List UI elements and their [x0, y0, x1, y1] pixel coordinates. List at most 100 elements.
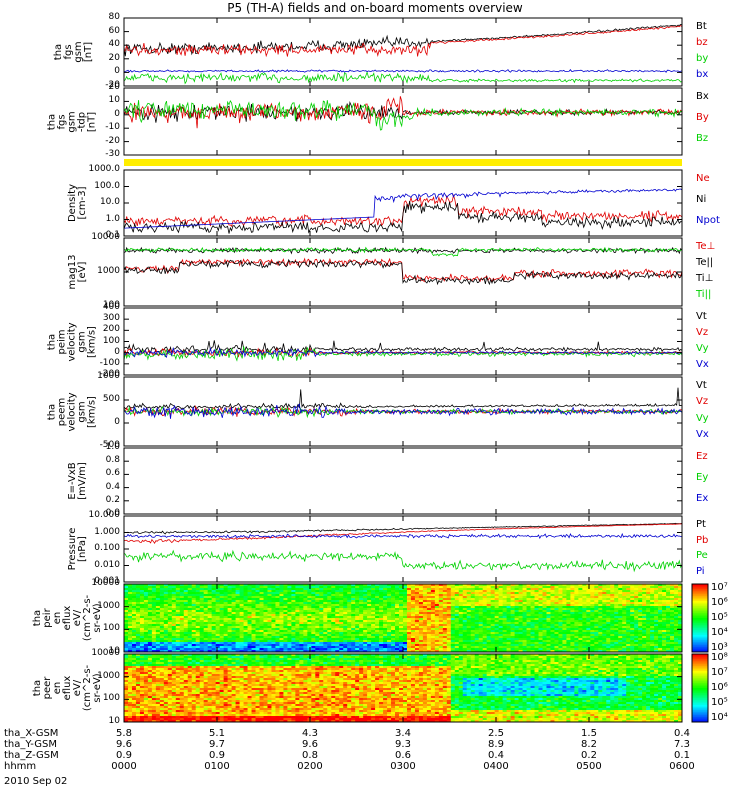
spectrogram-cell	[327, 644, 332, 647]
spectrogram-cell	[279, 600, 284, 603]
spectrogram-cell	[343, 648, 348, 651]
spectrogram-cell	[203, 648, 209, 651]
spectrogram-cell	[251, 606, 257, 609]
spectrogram-cell	[179, 584, 185, 587]
spectrogram-cell	[403, 626, 408, 629]
spectrogram-cell	[351, 600, 356, 603]
spectrogram-cell	[446, 616, 452, 619]
spectrogram-cell	[450, 634, 456, 637]
spectrogram-cell	[470, 590, 476, 593]
spectrogram-cell	[131, 618, 137, 621]
spectrogram-cell	[211, 600, 217, 603]
spectrogram-cell	[151, 610, 157, 613]
spectrogram-cell	[259, 604, 264, 607]
spectrogram-cell	[124, 602, 129, 605]
spectrogram-cell	[247, 622, 253, 625]
spectrogram-cell	[454, 600, 460, 603]
spectrogram-cell	[235, 628, 241, 631]
spectrogram-cell	[287, 640, 292, 643]
spectrogram-cell	[403, 596, 408, 599]
spectrogram-cell	[454, 590, 460, 593]
spectrogram-cell	[219, 634, 225, 637]
spectrogram-cell	[395, 638, 400, 641]
spectrogram-cell	[391, 592, 396, 595]
spectrogram-cell	[251, 608, 257, 611]
spectrogram-cell	[331, 586, 336, 589]
spectrogram-cell	[406, 632, 412, 635]
spectrogram-cell	[151, 628, 157, 631]
spectrogram-cell	[199, 588, 205, 591]
spectrogram-cell	[151, 592, 157, 595]
spectrogram-cell	[267, 640, 272, 643]
spectrogram-cell	[395, 610, 400, 613]
spectrogram-cell	[315, 608, 320, 611]
spectrogram-cell	[375, 600, 380, 603]
spectrogram-cell	[438, 618, 444, 621]
spectrogram-cell	[247, 626, 253, 629]
spectrogram-cell	[387, 630, 392, 633]
spectrogram-cell	[474, 624, 480, 627]
spectrogram-cell	[478, 594, 484, 597]
spectrogram-cell	[199, 626, 205, 629]
spectrogram-cell	[462, 650, 468, 653]
spectrogram-cell	[470, 630, 476, 633]
spectrogram-cell	[319, 604, 324, 607]
spectrogram-cell	[255, 618, 261, 621]
spectrogram-cell	[259, 634, 264, 637]
spectrogram-cell	[315, 596, 320, 599]
spectrogram-cell	[287, 584, 292, 587]
spectrogram-cell	[203, 636, 209, 639]
spectrogram-cell	[438, 646, 444, 649]
spectrogram-cell	[351, 588, 356, 591]
spectrogram-cell	[383, 606, 388, 609]
spectrogram-cell	[422, 594, 428, 597]
spectrogram-cell	[163, 594, 169, 597]
spectrogram-cell	[271, 624, 276, 627]
spectrogram-cell	[139, 650, 145, 653]
spectrogram-cell	[387, 640, 392, 643]
spectrogram-cell	[283, 612, 288, 615]
spectrogram-cell	[195, 650, 201, 653]
spectrogram-cell	[391, 648, 396, 651]
spectrogram-cell	[291, 636, 296, 639]
spectrogram-cell	[323, 642, 328, 645]
spectrogram-cell	[311, 604, 316, 607]
spectrogram-cell	[343, 602, 348, 605]
spectrogram-cell	[187, 626, 193, 629]
spectrogram-cell	[271, 640, 276, 643]
spectrogram-cell	[191, 616, 197, 619]
spectrogram-cell	[323, 634, 328, 637]
spectrogram-cell	[247, 586, 253, 589]
spectrogram-cell	[239, 614, 245, 617]
spectrogram-cell	[422, 584, 428, 587]
spectrogram-cell	[446, 624, 452, 627]
spectrogram-cell	[359, 648, 364, 651]
spectrogram-cell	[371, 626, 376, 629]
spectrogram-cell	[331, 642, 336, 645]
spectrogram-cell	[267, 586, 272, 589]
spectrogram-cell	[315, 646, 320, 649]
spectrogram-cell	[187, 634, 193, 637]
spectrogram-cell	[239, 638, 245, 641]
spectrogram-cell	[478, 586, 484, 589]
spectrogram-cell	[183, 640, 189, 643]
spectrogram-cell	[247, 638, 253, 641]
spectrogram-cell	[430, 646, 436, 649]
spectrogram-cell	[466, 622, 472, 625]
spectrogram-cell	[191, 596, 197, 599]
spectrogram-cell	[171, 618, 177, 621]
spectrogram-cell	[167, 646, 173, 649]
spectrogram-cell	[323, 616, 328, 619]
spectrogram-cell	[351, 620, 356, 623]
spectrogram-cell	[470, 604, 476, 607]
spectrogram-cell	[279, 618, 284, 621]
spectrogram-cell	[155, 606, 161, 609]
spectrogram-cell	[223, 588, 229, 591]
spectrogram-cell	[438, 608, 444, 611]
spectrogram-cell	[466, 610, 472, 613]
spectrogram-cell	[303, 596, 308, 599]
spectrogram-cell	[454, 612, 460, 615]
spectrogram-cell	[403, 600, 408, 603]
spectrogram-cell	[191, 638, 197, 641]
spectrogram-cell	[127, 620, 133, 623]
